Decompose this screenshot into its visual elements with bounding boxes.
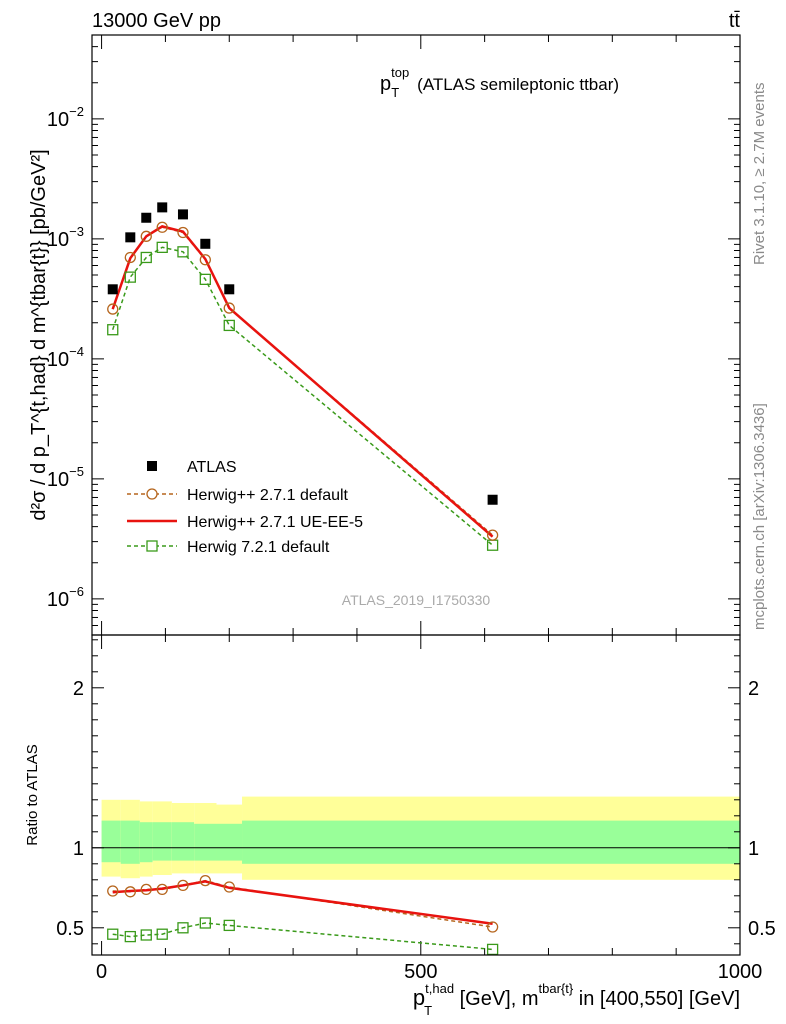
ratio-ylabel: Ratio to ATLAS: [24, 744, 41, 845]
ratio-y-tick-label-right: 1: [748, 838, 759, 860]
mcplots-label: mcplots.cern.ch [arXiv:1306.3436]: [751, 403, 768, 630]
title-rest: (ATLAS semileptonic ttbar): [417, 75, 619, 94]
ratio-y-tick-label-left: 1: [73, 838, 84, 860]
y-tick-label: 10−3: [47, 224, 84, 251]
ratio-herwigpp-default-point: [107, 885, 119, 897]
ratio-panel: 0.5 0.5 1 1 2 2 0 500 1000 Ratio to ATLAS pt,had…: [24, 635, 776, 1018]
y-tick-label: 10−5: [47, 464, 84, 491]
uncertainty-band-inner: [139, 822, 153, 863]
ratio-herwig721-point: [199, 917, 211, 929]
herwigpp-default-point: [223, 302, 235, 314]
title-sub: T: [391, 85, 399, 100]
x-tick-label: 0: [96, 961, 107, 983]
ratio-herwigpp-ueee5-line: [112, 880, 493, 926]
herwig721-point: [177, 246, 189, 258]
xlabel-sup: t,had: [425, 981, 454, 996]
herwigpp-default-point: [177, 226, 189, 239]
xlabel-p: p: [413, 985, 425, 1010]
uncertainty-band-inner: [101, 820, 121, 863]
ratio-herwigpp-default-point: [156, 883, 168, 896]
legend-label: ATLAS: [187, 459, 237, 476]
ratio-herwig721-point: [156, 928, 168, 940]
herwig721-point: [223, 319, 235, 332]
uncertainty-band-inner: [120, 820, 140, 864]
herwig721-point: [156, 241, 168, 253]
ratio-herwigpp-default-point: [140, 883, 152, 896]
plot-title: ptop T (ATLAS semileptonic ttbar): [380, 65, 619, 100]
uncertainty-band-inner: [242, 820, 741, 864]
ratio-y-tick-label-right: 2: [748, 678, 759, 700]
atlas-point: [487, 494, 498, 505]
atlas-point: [125, 232, 136, 243]
herwigpp-default-point: [199, 254, 211, 266]
atlas-point: [200, 238, 211, 249]
y-tick-label: 10−2: [47, 104, 84, 131]
title-p: p: [380, 73, 391, 95]
x-axis-label: pt,had T [GeV], mtbar{t} in [400,550] [Ge…: [413, 981, 740, 1018]
atlas-point: [157, 202, 168, 213]
legend-label: Herwig 7.2.1 default: [187, 539, 330, 556]
legend-label: Herwig++ 2.7.1 default: [187, 487, 349, 504]
herwigpp-default-point: [140, 230, 152, 242]
ratio-herwig721-point: [107, 928, 119, 940]
atlas-point: [177, 209, 188, 220]
uncertainty-band-inner: [152, 822, 172, 861]
herwig721-point: [107, 324, 119, 336]
uncertainty-band-inner: [194, 823, 217, 861]
ratio-frame: [91, 634, 741, 956]
atlas-point: [224, 284, 235, 295]
herwig721-line: [111, 246, 494, 546]
ratio-herwig721-line: [112, 922, 493, 951]
watermark: ATLAS_2019_I1750330: [342, 592, 491, 608]
ratio-y-tick-label-left: 2: [73, 678, 84, 700]
xlabel-mid: [GeV], m: [454, 988, 538, 1010]
herwigpp-default-point: [107, 303, 119, 315]
ratio-herwigpp-default-point: [486, 921, 499, 933]
legend-label: Herwig++ 2.7.1 UE-EE-5: [187, 514, 363, 531]
uncertainty-band-inner: [171, 822, 195, 861]
xlabel-rest: in [400,550] [GeV]: [573, 988, 740, 1010]
main-panel: ptop T (ATLAS semileptonic ttbar) ATLAS_20…: [28, 34, 741, 636]
ratio-y-tick-label-left: 0.5: [56, 918, 84, 940]
herwigpp-ueee5-line: [111, 225, 494, 538]
title-sup: top: [391, 65, 409, 80]
y-tick-label: 10−6: [47, 584, 84, 611]
rivet-label: Rivet 3.1.10, ≥ 2.7M events: [751, 83, 768, 266]
energy-label: 13000 GeV pp: [92, 10, 221, 32]
ratio-herwigpp-default-point: [199, 874, 211, 887]
y-axis-label: d²σ / d p_T^{t,had} d m^{tbar{t}} [pb/Ge…: [28, 149, 50, 520]
ratio-y-tick-label-right: 0.5: [748, 918, 776, 940]
herwigpp-default-point: [486, 529, 499, 541]
x-tick-label: 1000: [718, 961, 763, 983]
legend-herwig721-marker: [146, 540, 158, 552]
xlabel-sub: T: [424, 1003, 432, 1018]
herwigpp-default-point: [124, 251, 136, 264]
legend-herwigpp-default-marker: [146, 488, 158, 500]
ratio-herwig721-point: [140, 929, 152, 941]
herwig721-point: [199, 273, 211, 285]
legend-atlas-marker: [147, 461, 157, 471]
ratio-herwigpp-default-point: [177, 879, 189, 892]
y-tick-label: 10−4: [47, 344, 84, 371]
ratio-herwigpp-default-point: [223, 881, 235, 893]
herwigpp-default-point: [156, 221, 168, 233]
xlabel-sup2: tbar{t}: [539, 981, 574, 996]
herwig721-point: [140, 251, 152, 264]
ratio-herwig721-point: [223, 919, 235, 932]
ratio-herwigpp-default-point: [124, 886, 136, 898]
atlas-point: [107, 284, 118, 295]
uncertainty-band-inner: [216, 823, 243, 861]
x-tick-label: 500: [404, 961, 437, 983]
y-axis-label-text: d²σ / d p_T^{t,had} d m^{tbar{t}} [pb/Ge…: [28, 149, 50, 520]
ratio-herwig721-point: [124, 930, 136, 943]
process-label: tt̄: [729, 10, 741, 32]
ratio-herwig721-point: [177, 922, 189, 934]
atlas-point: [141, 212, 152, 223]
herwig721-point: [124, 271, 136, 283]
